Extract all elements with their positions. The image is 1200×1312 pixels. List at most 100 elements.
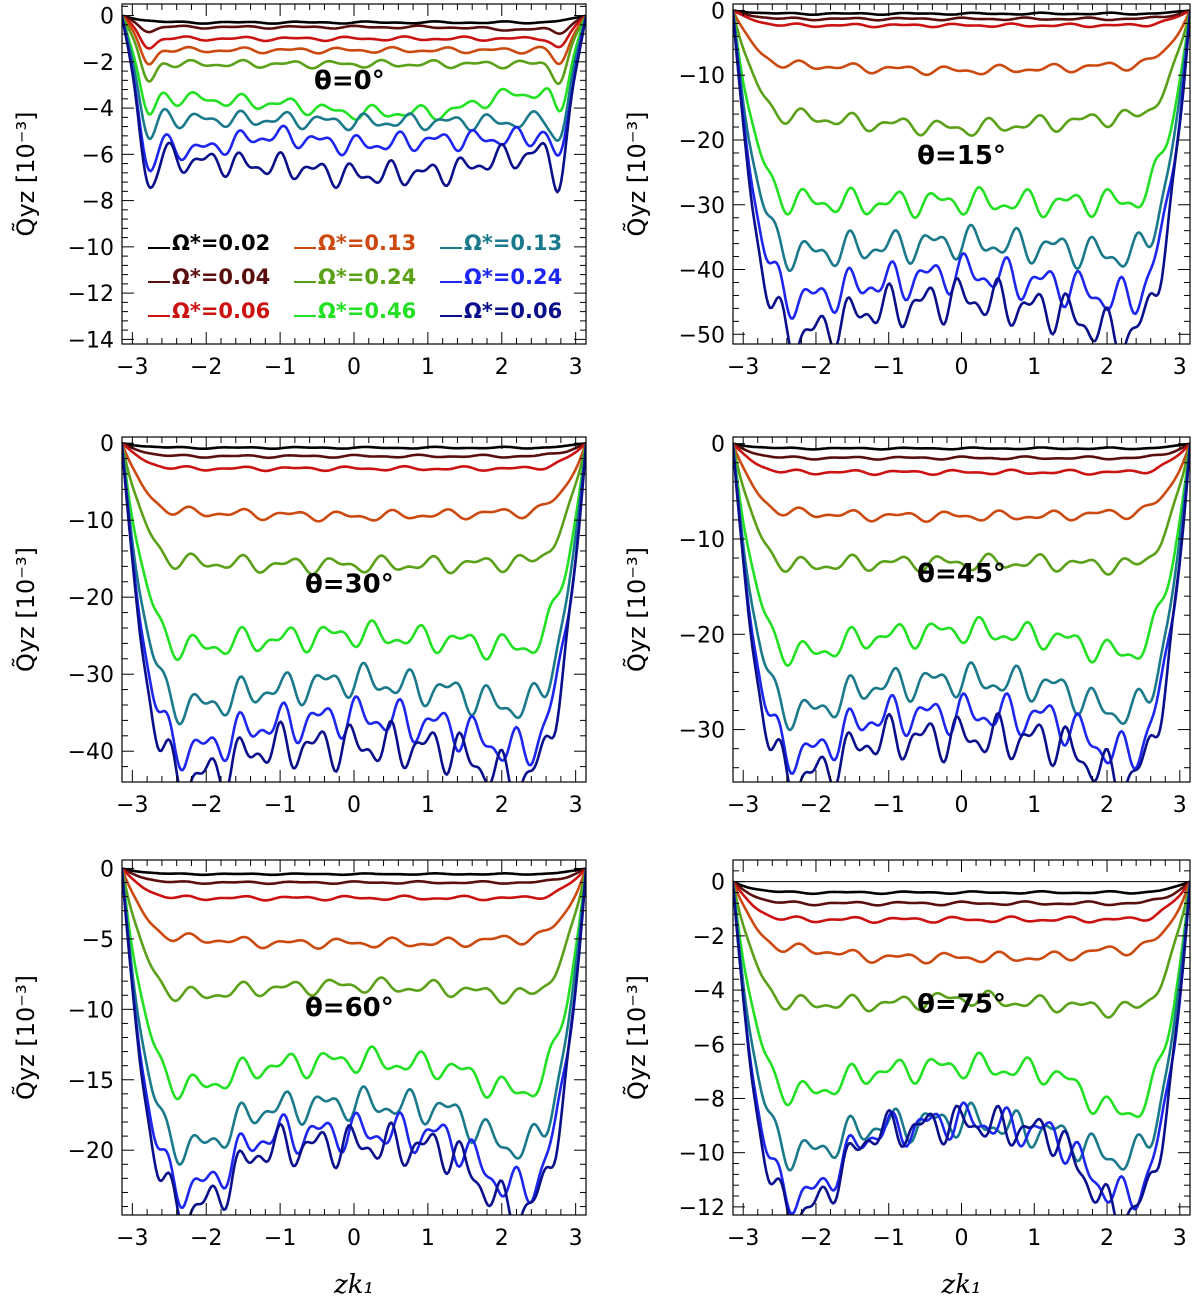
x-tick-label: 0	[955, 793, 969, 818]
y-tick-label: −2	[693, 925, 725, 950]
chart-panel-top-left: −3 −2 −1 0 1 2 30−2−4−6−8−10−12−14Q̃yz [10⁻³]θ…	[12, 3, 587, 380]
series-line-top-left-1	[122, 14, 586, 35]
y-tick-label: 0	[100, 5, 114, 30]
plot-frame	[732, 859, 1191, 1216]
theta-annotation: θ=30°	[305, 569, 394, 599]
series-line-top-right-2	[733, 9, 1190, 29]
x-tick-label: −1	[873, 1226, 905, 1251]
y-axis-label: Q̃yz [10⁻³]	[623, 112, 651, 237]
series-line-top-right-7	[733, 10, 1190, 320]
y-tick-label: −50	[679, 323, 725, 348]
series-line-bottom-left-0	[122, 867, 586, 877]
series-line-middle-left-2	[122, 442, 586, 473]
x-tick-label: 1	[1027, 793, 1041, 818]
x-tick-label: −3	[116, 793, 148, 818]
series-line-bottom-right-5	[733, 881, 1190, 1119]
series-line-bottom-left-2	[122, 867, 586, 902]
plot-frame	[121, 3, 587, 345]
series-line-middle-right-5	[733, 443, 1190, 667]
x-tick-label: 1	[1027, 1226, 1041, 1251]
y-tick-label: −30	[68, 663, 114, 688]
x-axis-label: zk₁	[333, 1270, 374, 1300]
y-tick-label: 0	[711, 871, 725, 896]
y-axis-label: Q̃yz [10⁻³]	[12, 547, 40, 672]
theta-annotation: θ=60°	[305, 993, 394, 1023]
chart-panel-middle-left: −3 −2 −1 0 1 2 30−10−20−30−40Q̃yz [10⁻³] θ=30°	[12, 432, 587, 818]
series-line-top-left-3	[122, 14, 586, 66]
legend-entry-label: Ω*=0.06	[464, 299, 562, 323]
y-tick-label: −20	[68, 586, 114, 611]
y-axis-label: Q̃yz [10⁻³]	[12, 975, 40, 1100]
series-line-middle-left-8	[122, 443, 586, 782]
x-tick-label: 3	[569, 355, 583, 380]
legend-entry-label: Ω*=0.46	[318, 299, 416, 323]
series-line-bottom-right-2	[733, 880, 1190, 924]
series-line-top-right-3	[733, 9, 1190, 77]
series-line-bottom-left-5	[122, 868, 586, 1101]
y-tick-label: −30	[679, 194, 725, 219]
y-tick-label: −12	[679, 1196, 725, 1221]
series-line-top-left-6	[122, 14, 586, 143]
legend-entry-label: Ω*=0.13	[318, 231, 416, 255]
y-tick-label: −40	[68, 740, 114, 765]
x-tick-label: 2	[495, 355, 509, 380]
x-tick-label: 2	[1100, 793, 1114, 818]
x-tick-label: 0	[955, 1226, 969, 1251]
y-tick-label: −30	[679, 719, 725, 744]
legend-entry-label: Ω*=0.13	[464, 231, 562, 255]
theta-annotation: θ=0°	[314, 66, 385, 96]
y-tick-label: −40	[679, 259, 725, 284]
y-tick-label: −10	[679, 528, 725, 553]
x-tick-label: −3	[116, 355, 148, 380]
series-line-bottom-right-6	[733, 881, 1190, 1172]
series-line-middle-right-1	[733, 442, 1190, 461]
x-tick-label: −2	[800, 355, 832, 380]
y-tick-label: −20	[68, 1139, 114, 1164]
chart-panel-middle-right: −3 −2 −1 0 1 2 30−10−20−30Q̃yz [10⁻³] θ=45°	[623, 433, 1191, 818]
series-line-middle-left-4	[122, 442, 586, 576]
x-tick-label: −1	[873, 793, 905, 818]
theta-annotation: θ=45°	[917, 559, 1006, 589]
series-line-middle-right-8	[733, 443, 1190, 782]
series-line-middle-right-3	[733, 442, 1190, 523]
series-line-bottom-left-8	[122, 868, 586, 1215]
series-line-middle-right-4	[733, 442, 1190, 576]
x-tick-label: −2	[190, 793, 222, 818]
legend-entry-label: Ω*=0.24	[318, 265, 416, 289]
y-tick-label: −4	[82, 97, 114, 122]
y-tick-label: −8	[693, 1087, 725, 1112]
x-tick-label: 3	[569, 1226, 583, 1251]
x-tick-label: 2	[1100, 355, 1114, 380]
x-tick-label: −1	[264, 793, 296, 818]
series-line-middle-left-3	[122, 442, 586, 523]
series-line-top-right-1	[733, 9, 1190, 22]
x-tick-label: −3	[116, 1226, 148, 1251]
x-tick-label: 0	[955, 355, 969, 380]
series-line-top-right-8	[733, 10, 1190, 344]
theta-annotation: θ=75°	[917, 990, 1006, 1020]
x-tick-label: 1	[421, 793, 435, 818]
x-axis-label: zk₁	[941, 1270, 982, 1300]
x-tick-label: 0	[347, 1226, 361, 1251]
x-tick-label: 0	[347, 793, 361, 818]
series-line-bottom-right-4	[733, 881, 1190, 1019]
series-line-top-left-8	[122, 15, 586, 194]
x-tick-label: 3	[569, 793, 583, 818]
y-tick-label: 0	[711, 0, 725, 24]
y-tick-label: −20	[679, 623, 725, 648]
x-tick-label: −1	[264, 355, 296, 380]
series-line-top-left-4	[122, 14, 586, 85]
x-tick-label: −1	[873, 355, 905, 380]
x-tick-label: 1	[421, 355, 435, 380]
series-line-bottom-left-7	[122, 868, 586, 1209]
y-tick-label: −20	[679, 129, 725, 154]
y-tick-label: −10	[68, 998, 114, 1023]
y-tick-label: −5	[82, 928, 114, 953]
y-tick-label: −4	[693, 979, 725, 1004]
series-line-bottom-right-8	[733, 881, 1190, 1215]
x-tick-label: 1	[421, 1226, 435, 1251]
series-line-top-left-0	[122, 14, 586, 25]
x-tick-label: −1	[264, 1226, 296, 1251]
